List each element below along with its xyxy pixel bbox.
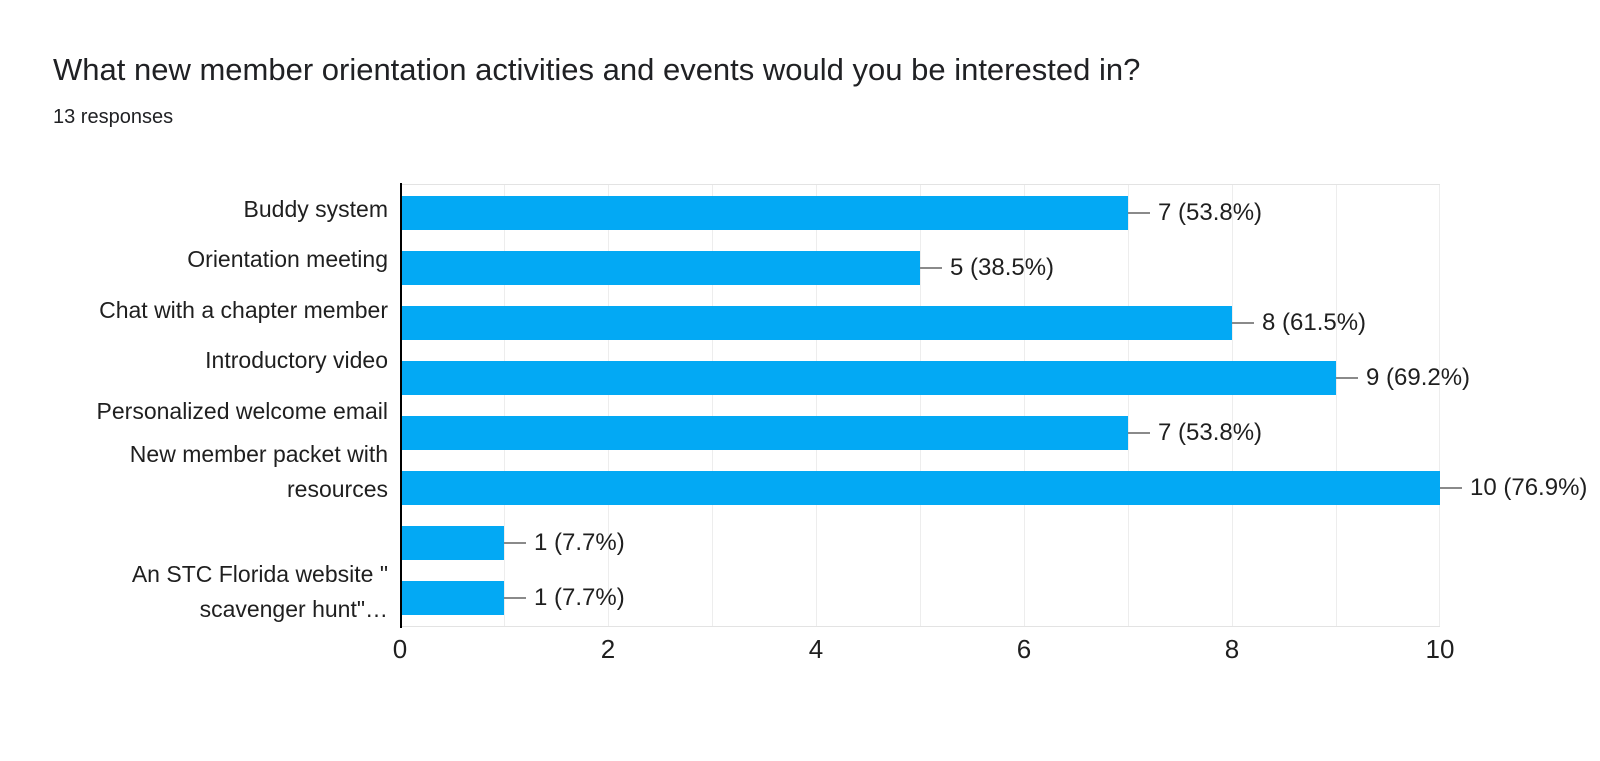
category-label-row: Chat with a chapter member bbox=[0, 285, 400, 336]
bar bbox=[400, 305, 1232, 340]
leader-line bbox=[504, 597, 526, 600]
bar-value-label: 1 (7.7%) bbox=[534, 584, 625, 612]
category-label-row: Introductory video bbox=[0, 336, 400, 387]
category-label-row: New member packet with resources bbox=[0, 437, 400, 507]
gridline bbox=[1128, 185, 1129, 626]
bar-value-label: 9 (69.2%) bbox=[1366, 363, 1471, 391]
bar-row: 8 (61.5%) bbox=[400, 295, 1440, 350]
gridline bbox=[1336, 185, 1337, 626]
bar bbox=[400, 360, 1336, 395]
bar-value-label: 1 (7.7%) bbox=[534, 529, 625, 557]
bar-value-label: 7 (53.8%) bbox=[1158, 419, 1263, 447]
gridline bbox=[1024, 185, 1025, 626]
gridline bbox=[712, 185, 713, 626]
bar-value-label: 8 (61.5%) bbox=[1262, 308, 1367, 336]
plot-area: 7 (53.8%) 5 (38.5%) 8 (61.5%) 9 (69.2%) 7 (5… bbox=[400, 183, 1587, 628]
bar-row: 10 (76.9%) bbox=[400, 461, 1587, 516]
category-label: Chat with a chapter member bbox=[99, 296, 388, 323]
x-tick-label: 4 bbox=[808, 634, 824, 664]
bar-row: 7 (53.8%) bbox=[400, 185, 1440, 240]
gridline bbox=[608, 185, 609, 626]
x-tick-label: 6 bbox=[1016, 634, 1032, 664]
category-label: Buddy system bbox=[243, 195, 388, 222]
category-label-row bbox=[0, 507, 400, 558]
bar-row: 1 (7.7%) bbox=[400, 571, 1440, 626]
category-label: Introductory video bbox=[205, 347, 388, 374]
bar-value-label: 5 (38.5%) bbox=[950, 253, 1055, 281]
bar-row: 9 (69.2%) bbox=[400, 350, 1470, 405]
category-label: New member packet with resources bbox=[129, 440, 388, 502]
bar bbox=[400, 526, 504, 561]
leader-line bbox=[1232, 321, 1254, 324]
leader-line bbox=[1336, 376, 1358, 379]
bar bbox=[400, 581, 504, 616]
leader-line bbox=[920, 266, 942, 269]
leader-line bbox=[1440, 487, 1462, 490]
x-tick-label: 10 bbox=[1425, 634, 1455, 664]
bar-rows: 7 (53.8%) 5 (38.5%) 8 (61.5%) 9 (69.2%) 7 (5… bbox=[400, 185, 1587, 626]
x-tick-label: 2 bbox=[600, 634, 616, 664]
response-count: 13 responses bbox=[53, 106, 174, 128]
y-axis-line bbox=[400, 183, 402, 628]
bar bbox=[400, 471, 1440, 506]
gridline bbox=[1232, 185, 1233, 626]
bar-row: 1 (7.7%) bbox=[400, 516, 1440, 571]
category-label-row: Orientation meeting bbox=[0, 235, 400, 286]
bar-row: 5 (38.5%) bbox=[400, 240, 1440, 295]
leader-line bbox=[504, 542, 526, 545]
bar-row: 7 (53.8%) bbox=[400, 406, 1440, 461]
chart-area: Buddy system Orientation meeting Chat with… bbox=[0, 183, 1600, 628]
category-label: Orientation meeting bbox=[187, 246, 388, 273]
gridline bbox=[816, 185, 817, 626]
gridline bbox=[1439, 185, 1440, 626]
x-axis: 0 2 4 6 8 10 bbox=[393, 634, 1455, 668]
bar-value-label: 7 (53.8%) bbox=[1158, 198, 1263, 226]
bar bbox=[400, 195, 1128, 230]
chart-title: What new member orientation activities a… bbox=[53, 52, 1141, 87]
category-label: Personalized welcome email bbox=[96, 397, 388, 424]
category-label-row: Buddy system bbox=[0, 184, 400, 235]
category-label-row: Personalized welcome email bbox=[0, 386, 400, 437]
category-labels: Buddy system Orientation meeting Chat with… bbox=[0, 184, 400, 627]
bar bbox=[400, 416, 1128, 451]
gridline bbox=[504, 185, 505, 626]
leader-line bbox=[1128, 211, 1150, 214]
bar bbox=[400, 250, 920, 285]
x-tick-label: 0 bbox=[392, 634, 408, 664]
bar-value-label: 10 (76.9%) bbox=[1470, 474, 1588, 502]
x-tick-label: 8 bbox=[1224, 634, 1240, 664]
category-label-row: An STC Florida website " scavenger hunt"… bbox=[0, 557, 400, 627]
category-label: An STC Florida website " scavenger hunt"… bbox=[131, 561, 388, 622]
gridline bbox=[920, 185, 921, 626]
leader-line bbox=[1128, 432, 1150, 435]
